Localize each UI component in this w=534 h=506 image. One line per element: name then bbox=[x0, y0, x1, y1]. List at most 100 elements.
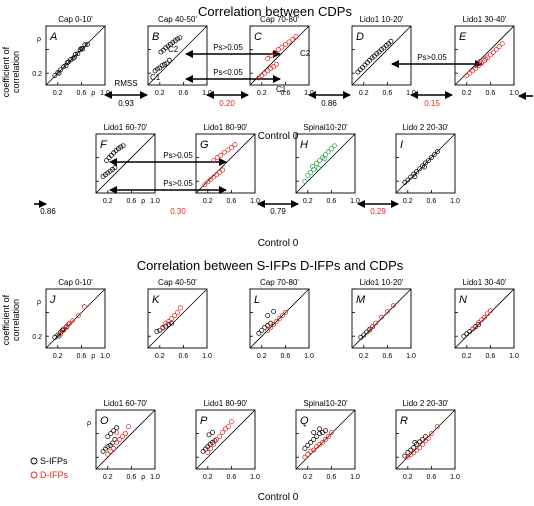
panel-frame bbox=[295, 409, 356, 470]
panel-frame bbox=[147, 288, 208, 349]
data-point bbox=[125, 424, 131, 429]
data-point bbox=[328, 429, 334, 435]
ps-label-de: Ps>0.05 bbox=[417, 53, 447, 62]
data-point bbox=[467, 329, 473, 334]
data-point bbox=[487, 308, 493, 314]
data-point bbox=[426, 435, 431, 441]
x-tick-label: 0.6 bbox=[383, 90, 393, 97]
data-point bbox=[311, 429, 317, 435]
data-point bbox=[265, 56, 271, 61]
data-point bbox=[293, 34, 299, 40]
data-point bbox=[112, 165, 118, 171]
identity-line bbox=[249, 288, 310, 349]
data-point bbox=[326, 149, 331, 155]
data-point bbox=[311, 437, 317, 442]
data-point bbox=[317, 431, 323, 437]
data-point bbox=[402, 453, 408, 459]
data-point bbox=[308, 440, 314, 445]
data-point bbox=[473, 323, 479, 329]
panel-title: Lido1 10-20' bbox=[360, 15, 404, 24]
x-tick-label: 0.2 bbox=[203, 474, 213, 481]
data-point bbox=[114, 429, 120, 435]
data-point bbox=[358, 334, 364, 340]
section-title-cdps: Correlation between CDPs bbox=[198, 4, 352, 19]
ps-label-fg-lower: Ps>0.05 bbox=[163, 179, 193, 188]
cluster-label-b-c2: C2 bbox=[168, 45, 179, 54]
panel-letter: A bbox=[49, 31, 57, 43]
panel-g: Lido1 80-90' G 0.2 0.6 1.0 bbox=[195, 123, 260, 205]
x-tick-label: 0.6 bbox=[77, 90, 87, 97]
data-point bbox=[302, 178, 308, 184]
data-point bbox=[52, 73, 58, 79]
data-point bbox=[175, 310, 180, 316]
panel-title: Cap 0-10' bbox=[58, 278, 93, 287]
data-point bbox=[417, 166, 423, 172]
x-tick-label: 1.0 bbox=[202, 90, 212, 97]
data-point bbox=[206, 432, 212, 438]
panel-m: Lido1 10-20' M 0.2 0.6 1.0 bbox=[351, 278, 416, 360]
data-point bbox=[479, 317, 484, 323]
rho-x-label: ρ bbox=[91, 353, 95, 360]
data-point bbox=[71, 54, 77, 60]
panel-title: Cap 40-50' bbox=[158, 278, 197, 287]
x-tick-label: 0.6 bbox=[127, 198, 137, 205]
data-point bbox=[477, 58, 483, 64]
x-tick-label: 0.6 bbox=[327, 198, 337, 205]
data-point bbox=[108, 448, 114, 454]
panel-letter: K bbox=[152, 294, 160, 306]
panel-letter: Q bbox=[300, 415, 309, 427]
data-point bbox=[274, 61, 279, 67]
data-point bbox=[100, 448, 106, 454]
x-tick-label: 0.2 bbox=[462, 90, 472, 97]
panel-frame bbox=[351, 25, 412, 86]
data-point bbox=[361, 332, 367, 338]
data-point bbox=[58, 331, 64, 337]
data-point bbox=[154, 329, 160, 334]
data-point bbox=[482, 314, 487, 320]
data-point bbox=[314, 161, 320, 166]
data-point bbox=[302, 445, 308, 451]
x-tick-label: 0.6 bbox=[227, 198, 237, 205]
data-point bbox=[499, 41, 505, 47]
data-point bbox=[357, 67, 363, 73]
data-point bbox=[314, 444, 320, 450]
rho-x-label: ρ bbox=[141, 474, 145, 481]
data-point bbox=[262, 70, 268, 76]
data-point bbox=[323, 437, 328, 442]
data-point bbox=[317, 426, 323, 432]
data-point bbox=[200, 448, 206, 454]
data-point bbox=[225, 424, 231, 429]
data-point bbox=[220, 429, 225, 435]
data-point bbox=[411, 171, 417, 177]
data-point bbox=[123, 431, 128, 437]
data-point bbox=[405, 450, 411, 455]
x-tick-label: 0.6 bbox=[127, 474, 137, 481]
data-point bbox=[166, 321, 172, 327]
data-point bbox=[305, 442, 311, 448]
data-point bbox=[423, 438, 428, 444]
x-tick-label: 1.0 bbox=[150, 198, 160, 205]
data-point bbox=[317, 158, 323, 163]
data-point bbox=[68, 57, 74, 63]
panel-frame bbox=[454, 25, 515, 86]
data-point bbox=[211, 158, 217, 163]
data-point bbox=[282, 310, 288, 316]
data-point bbox=[423, 160, 428, 166]
panel-frame bbox=[454, 288, 515, 349]
data-point bbox=[311, 166, 317, 172]
legend-marker-s-ifps bbox=[30, 457, 38, 465]
x-tick-label: 1.0 bbox=[100, 90, 110, 97]
data-point bbox=[108, 431, 114, 437]
data-point bbox=[256, 330, 262, 336]
data-point bbox=[470, 68, 476, 74]
data-point bbox=[108, 152, 114, 158]
x-tick-label: 0.6 bbox=[227, 474, 237, 481]
data-point bbox=[373, 320, 379, 326]
panel-l: Cap 70-80'L 0.2 0.6 1.0 bbox=[249, 278, 314, 360]
data-point bbox=[228, 419, 234, 425]
data-point bbox=[102, 446, 108, 452]
panel-d: Lido1 10-20' D 0.2 0.6 1.0 bbox=[351, 15, 416, 97]
data-point bbox=[272, 50, 278, 56]
ps-label-c2: Ps>0.05 bbox=[213, 43, 243, 52]
